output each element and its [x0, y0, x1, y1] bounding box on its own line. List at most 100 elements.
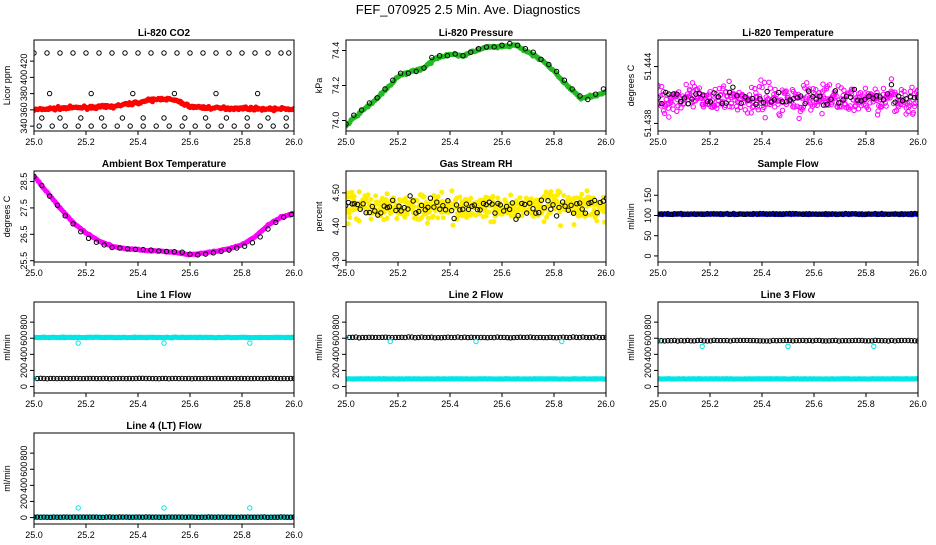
data-point [509, 213, 515, 219]
y-tick-label: 25.5 [19, 252, 29, 270]
data-point [75, 505, 81, 511]
y-axis-label: percent [314, 201, 324, 232]
panel-rh: Gas Stream RH percent 25.0 25.2 25.4 25.6 25.8… [314, 159, 615, 278]
data-point [169, 375, 175, 382]
data-point [490, 194, 496, 200]
data-point [437, 206, 443, 212]
data-point [758, 77, 764, 83]
data-point [182, 375, 189, 382]
y-tick-label: 800 [19, 446, 29, 461]
panel-line3: Line 3 Flow ml/min 25.0 25.2 25.4 25.6 25.8 26.… [626, 290, 927, 409]
data-point [892, 211, 898, 217]
data-point [120, 375, 126, 382]
data-point [51, 375, 57, 382]
data-point [570, 334, 576, 340]
data-point [41, 375, 47, 382]
data-point [704, 338, 711, 344]
data-point [813, 211, 819, 217]
data-point [130, 375, 136, 382]
data-point [421, 194, 427, 200]
data-point [691, 338, 697, 344]
data-point [856, 337, 862, 344]
data-point [879, 210, 885, 217]
panel-title: Li-820 CO2 [138, 28, 191, 39]
data-point [51, 514, 57, 520]
y-tick-label: 26.5 [19, 226, 29, 244]
data-point [826, 211, 832, 217]
x-tick-label: 25.2 [701, 268, 719, 278]
data-point [883, 103, 889, 109]
data-point [813, 337, 819, 344]
series-avg [34, 173, 294, 258]
x-tick-label: 25.6 [805, 399, 823, 409]
data-point [209, 375, 215, 382]
data-point [434, 199, 440, 205]
data-point [166, 514, 172, 520]
data-point [593, 334, 599, 340]
y-tick-label: 0 [19, 384, 29, 389]
data-point [161, 115, 167, 121]
data-point [271, 375, 277, 382]
data-point [579, 206, 585, 212]
x-tick-label: 25.0 [25, 399, 43, 409]
x-axis: 25.0 25.2 25.4 25.6 25.8 26.0 [337, 262, 615, 278]
data-point [670, 91, 676, 97]
panel-title: Sample Flow [757, 159, 818, 170]
data-point [548, 206, 554, 212]
data-point [577, 93, 583, 99]
data-point [484, 335, 491, 341]
data-point [779, 107, 786, 114]
data-point [839, 211, 845, 217]
data-point [486, 209, 492, 215]
data-point [796, 211, 803, 217]
data-point [541, 219, 547, 225]
data-point [577, 200, 583, 206]
y-tick-label: 340 [19, 119, 29, 134]
data-point [592, 91, 599, 97]
data-point [889, 211, 895, 217]
data-point [501, 208, 507, 214]
series-avg [658, 82, 918, 108]
data-point [478, 334, 484, 341]
data-point [507, 40, 513, 47]
panel-title: Line 1 Flow [137, 290, 192, 301]
y-axis-label: ml/min [2, 334, 12, 361]
data-point [856, 211, 862, 217]
x-tick-label: 26.0 [285, 137, 303, 147]
data-point [179, 514, 185, 520]
data-point [169, 514, 175, 520]
data-point [85, 235, 92, 242]
y-axis: 74.0 74.2 74.4 [331, 42, 346, 129]
data-point [691, 211, 697, 217]
data-point [565, 207, 571, 213]
data-point [553, 335, 560, 341]
data-point [47, 514, 54, 520]
data-point [475, 46, 482, 52]
data-point [460, 206, 466, 212]
data-point [179, 123, 185, 129]
data-point [747, 337, 753, 344]
panel-abox: Ambient Box Temperature degrees C 25.0 25.2… [2, 159, 303, 278]
data-point [859, 337, 865, 344]
data-point [828, 96, 834, 103]
data-point [278, 375, 284, 382]
data-point [415, 334, 422, 341]
data-point [90, 514, 96, 520]
data-point [580, 334, 586, 340]
x-tick-label: 25.4 [129, 399, 147, 409]
data-point [113, 375, 120, 382]
data-point [195, 375, 202, 382]
data-point [544, 334, 550, 341]
data-point [349, 201, 355, 207]
data-point [174, 50, 180, 56]
y-tick-label: 4.40 [331, 218, 341, 236]
data-point [457, 207, 463, 213]
data-point [74, 514, 80, 520]
data-point [114, 123, 120, 129]
data-point [839, 96, 845, 102]
data-point [172, 375, 179, 382]
data-point [775, 101, 781, 107]
data-point [579, 191, 585, 197]
data-point [699, 343, 705, 349]
